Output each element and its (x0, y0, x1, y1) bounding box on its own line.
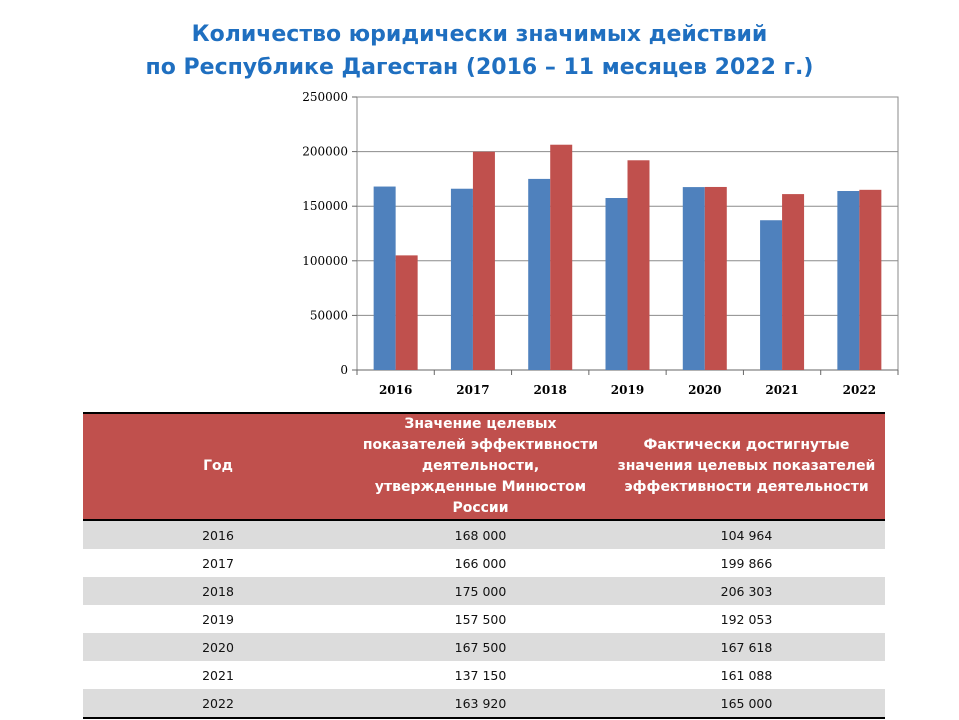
bar-series2-2016 (395, 255, 418, 370)
bar-series1-2018 (528, 178, 551, 370)
cell-target: 137 150 (353, 661, 608, 689)
x-tick-label: 2016 (379, 383, 412, 397)
bar-series1-2021 (760, 220, 783, 370)
cell-target: 168 000 (353, 520, 608, 549)
cell-target: 157 500 (353, 605, 608, 633)
bar-series2-2018 (550, 144, 573, 370)
table-row: 2021 137 150 161 088 (83, 661, 885, 689)
bar-series1-2020 (682, 187, 705, 370)
y-tick-label: 100000 (302, 254, 348, 268)
cell-actual: 192 053 (608, 605, 885, 633)
bar-series1-2016 (373, 186, 396, 370)
x-tick-label: 2021 (765, 383, 798, 397)
x-tick-label: 2018 (534, 383, 567, 397)
title-line-1: Количество юридически значимых действий (191, 22, 768, 47)
table-row: 2017 166 000 199 866 (83, 549, 885, 577)
x-tick-label: 2020 (688, 383, 721, 397)
x-tick-label: 2017 (456, 383, 489, 397)
bar-chart: 0 50000 100000 150000 200000 250000 2016 2017 20… (302, 90, 899, 397)
bar-series2-2020 (704, 186, 727, 370)
table-row: 2016 168 000 104 964 (83, 520, 885, 549)
cell-target: 163 920 (353, 689, 608, 719)
cell-actual: 104 964 (608, 520, 885, 549)
cell-actual: 199 866 (608, 549, 885, 577)
bar-series2-2017 (472, 151, 495, 370)
chart-title: Количество юридически значимых действий … (0, 18, 959, 84)
data-table: Год Значение целевых показателей эффекти… (83, 412, 885, 719)
bar-series1-2017 (450, 188, 473, 370)
title-line-2: по Республике Дагестан (2016 – 11 месяце… (145, 55, 814, 80)
header-year: Год (83, 412, 353, 521)
cell-actual: 167 618 (608, 633, 885, 661)
cell-year: 2022 (83, 689, 353, 719)
bar-series2-2021 (782, 194, 805, 370)
y-tick-label: 150000 (302, 199, 348, 213)
cell-target: 166 000 (353, 549, 608, 577)
table-row: 2019 157 500 192 053 (83, 605, 885, 633)
cell-actual: 161 088 (608, 661, 885, 689)
y-tick-label: 250000 (302, 90, 348, 104)
cell-target: 167 500 (353, 633, 608, 661)
cell-year: 2018 (83, 577, 353, 605)
cell-year: 2021 (83, 661, 353, 689)
x-tick-label: 2019 (611, 383, 644, 397)
header-target-values: Значение целевых показателей эффективнос… (353, 412, 608, 521)
cell-year: 2020 (83, 633, 353, 661)
table-row: 2022 163 920 165 000 (83, 689, 885, 719)
table-header-row: Год Значение целевых показателей эффекти… (83, 412, 885, 521)
y-tick-label: 50000 (310, 308, 348, 322)
cell-year: 2019 (83, 605, 353, 633)
bar-series1-2019 (605, 198, 628, 370)
y-tick-label: 200000 (302, 145, 348, 159)
bar-series2-2019 (627, 160, 650, 370)
cell-actual: 165 000 (608, 689, 885, 719)
header-actual-values: Фактически достигнутые значения целевых … (608, 412, 885, 521)
table-row: 2018 175 000 206 303 (83, 577, 885, 605)
cell-actual: 206 303 (608, 577, 885, 605)
bar-series2-2022 (859, 189, 882, 370)
cell-year: 2017 (83, 549, 353, 577)
x-tick-label: 2022 (843, 383, 876, 397)
bar-series1-2022 (837, 190, 860, 370)
cell-target: 175 000 (353, 577, 608, 605)
cell-year: 2016 (83, 520, 353, 549)
table-row: 2020 167 500 167 618 (83, 633, 885, 661)
y-tick-label: 0 (340, 363, 348, 377)
